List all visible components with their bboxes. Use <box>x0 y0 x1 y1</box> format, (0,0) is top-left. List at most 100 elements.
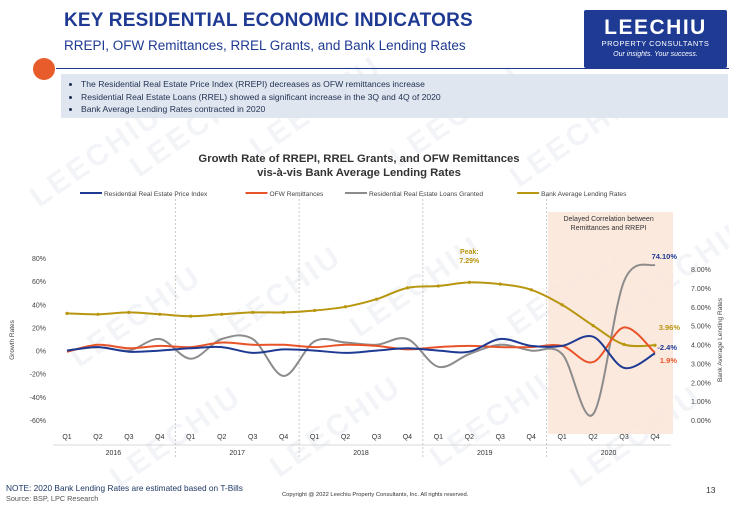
chart-title: Growth Rate of RREPI, RREL Grants, and O… <box>150 152 568 180</box>
x-tick-label: Q1 <box>310 434 319 441</box>
lending-rate-point <box>312 308 317 313</box>
y2-tick-label: 4.00% <box>691 343 711 350</box>
lending-rate-point <box>560 303 564 307</box>
source-note: Source: BSP, LPC Research <box>6 494 99 503</box>
lending-rate-point <box>158 312 162 316</box>
rate-end-label: 3.96% <box>659 323 681 332</box>
year-label: 2019 <box>477 450 493 457</box>
x-tick-label: Q1 <box>557 434 566 441</box>
x-tick-label: Q3 <box>496 434 505 441</box>
peak-label: Peak: <box>460 249 479 256</box>
y-tick-label: -20% <box>30 372 46 379</box>
page-title: KEY RESIDENTIAL ECONOMIC INDICATORS <box>64 10 473 31</box>
x-tick-label: Q4 <box>279 434 288 441</box>
series-line-bank-average-lending-rates <box>66 281 656 348</box>
summary-box: The Residential Real Estate Price Index … <box>61 74 728 118</box>
lending-rate-point <box>343 305 348 309</box>
x-tick-label: Q4 <box>403 434 412 441</box>
y2-tick-label: 5.00% <box>691 324 711 331</box>
year-label: 2020 <box>601 450 617 457</box>
header-divider <box>56 68 729 69</box>
lending-rate-point <box>251 310 255 315</box>
x-tick-label: Q2 <box>93 434 102 441</box>
legend-label: Residential Real Estate Loans Granted <box>369 191 483 198</box>
chart-title-line2: vis-à-vis Bank Average Lending Rates <box>257 167 461 179</box>
x-tick-label: Q2 <box>588 434 597 441</box>
lending-rate-point <box>405 286 410 290</box>
x-tick-label: Q2 <box>465 434 474 441</box>
page-number: 13 <box>706 485 716 495</box>
x-tick-label: Q3 <box>619 434 628 441</box>
y-tick-label: -40% <box>30 395 46 402</box>
lending-rate-point <box>467 280 471 285</box>
ofw-end-label: 1.9% <box>660 356 677 365</box>
x-tick-label: Q1 <box>434 434 443 441</box>
y2-tick-label: 2.00% <box>691 380 711 387</box>
lending-rate-point <box>622 342 626 347</box>
company-logo: LEECHIU PROPERTY CONSULTANTS Our insight… <box>584 10 727 68</box>
x-tick-label: Q1 <box>186 434 195 441</box>
year-label: 2017 <box>229 450 245 457</box>
series-line-residential-real-estate-price-index <box>66 334 656 370</box>
y-tick-label: 0% <box>36 349 46 356</box>
chart-title-line1: Growth Rate of RREPI, RREL Grants, and O… <box>198 153 520 165</box>
x-tick-label: Q4 <box>527 434 536 441</box>
footnote: NOTE: 2020 Bank Lending Rates are estima… <box>6 483 243 493</box>
logo-slogan: Our insights. Your success. <box>613 51 698 58</box>
x-tick-label: Q2 <box>217 434 226 441</box>
y-tick-label: 40% <box>32 302 46 309</box>
lending-rate-point <box>529 288 533 292</box>
legend-label: Bank Average Lending Rates <box>541 191 627 198</box>
lending-rate-point <box>189 314 193 318</box>
y2-tick-label: 7.00% <box>691 286 711 293</box>
highlight-label: Delayed Correlation between <box>563 216 653 223</box>
lending-rate-point <box>65 311 69 315</box>
lending-rate-point <box>653 343 657 347</box>
y-tick-label: 20% <box>32 325 46 332</box>
highlight-label: Remittances and RREPI <box>571 225 647 232</box>
year-label: 2016 <box>106 450 122 457</box>
year-label: 2018 <box>353 450 369 457</box>
legend-label: Residential Real Estate Price Index <box>104 191 208 198</box>
y2-axis-title: Bank Average Lending Rates <box>717 297 724 382</box>
summary-list: The Residential Real Estate Price Index … <box>61 78 728 116</box>
y2-tick-label: 1.00% <box>691 399 711 406</box>
rrepi-end-label: -2.4% <box>657 343 677 352</box>
y2-tick-label: 6.00% <box>691 305 711 312</box>
x-tick-label: Q3 <box>248 434 257 441</box>
y2-tick-label: 8.00% <box>691 267 711 274</box>
lending-rate-point <box>282 310 286 315</box>
rrel-end-label: 74.10% <box>652 252 678 261</box>
page-subtitle: RREPI, OFW Remittances, RREL Grants, and… <box>64 38 466 53</box>
legend-label: OFW Remittances <box>270 191 325 198</box>
y-tick-label: 60% <box>32 279 46 286</box>
summary-bullet: Residential Real Estate Loans (RREL) sho… <box>81 91 728 104</box>
highlight-region-2020 <box>548 212 673 434</box>
y-tick-label: 80% <box>32 256 46 263</box>
lending-rate-point <box>591 324 595 328</box>
summary-bullet: Bank Average Lending Rates contracted in… <box>81 103 728 116</box>
lending-rate-point <box>374 297 379 301</box>
y-axis-title: Growth Rates <box>9 319 16 359</box>
x-tick-label: Q4 <box>650 434 659 441</box>
x-tick-label: Q2 <box>341 434 350 441</box>
y2-tick-label: 0.00% <box>691 418 711 425</box>
lending-rate-point <box>220 312 224 316</box>
x-tick-label: Q1 <box>62 434 71 441</box>
lending-rate-point <box>436 284 440 288</box>
lending-rate-point <box>96 312 100 316</box>
lending-rate-point <box>127 310 131 315</box>
logo-name: LEECHIU <box>604 16 707 39</box>
lending-rate-point <box>498 282 502 286</box>
logo-tagline: PROPERTY CONSULTANTS <box>601 39 710 48</box>
x-tick-label: Q4 <box>155 434 164 441</box>
accent-dot <box>33 58 55 80</box>
x-tick-label: Q3 <box>372 434 381 441</box>
copyright: Copyright @ 2022 Leechiu Property Consul… <box>282 492 469 498</box>
summary-bullet: The Residential Real Estate Price Index … <box>81 78 728 91</box>
y2-tick-label: 3.00% <box>691 361 711 368</box>
y-tick-label: -60% <box>30 418 46 425</box>
peak-value-label: 7.29% <box>459 258 480 265</box>
x-tick-label: Q3 <box>124 434 133 441</box>
